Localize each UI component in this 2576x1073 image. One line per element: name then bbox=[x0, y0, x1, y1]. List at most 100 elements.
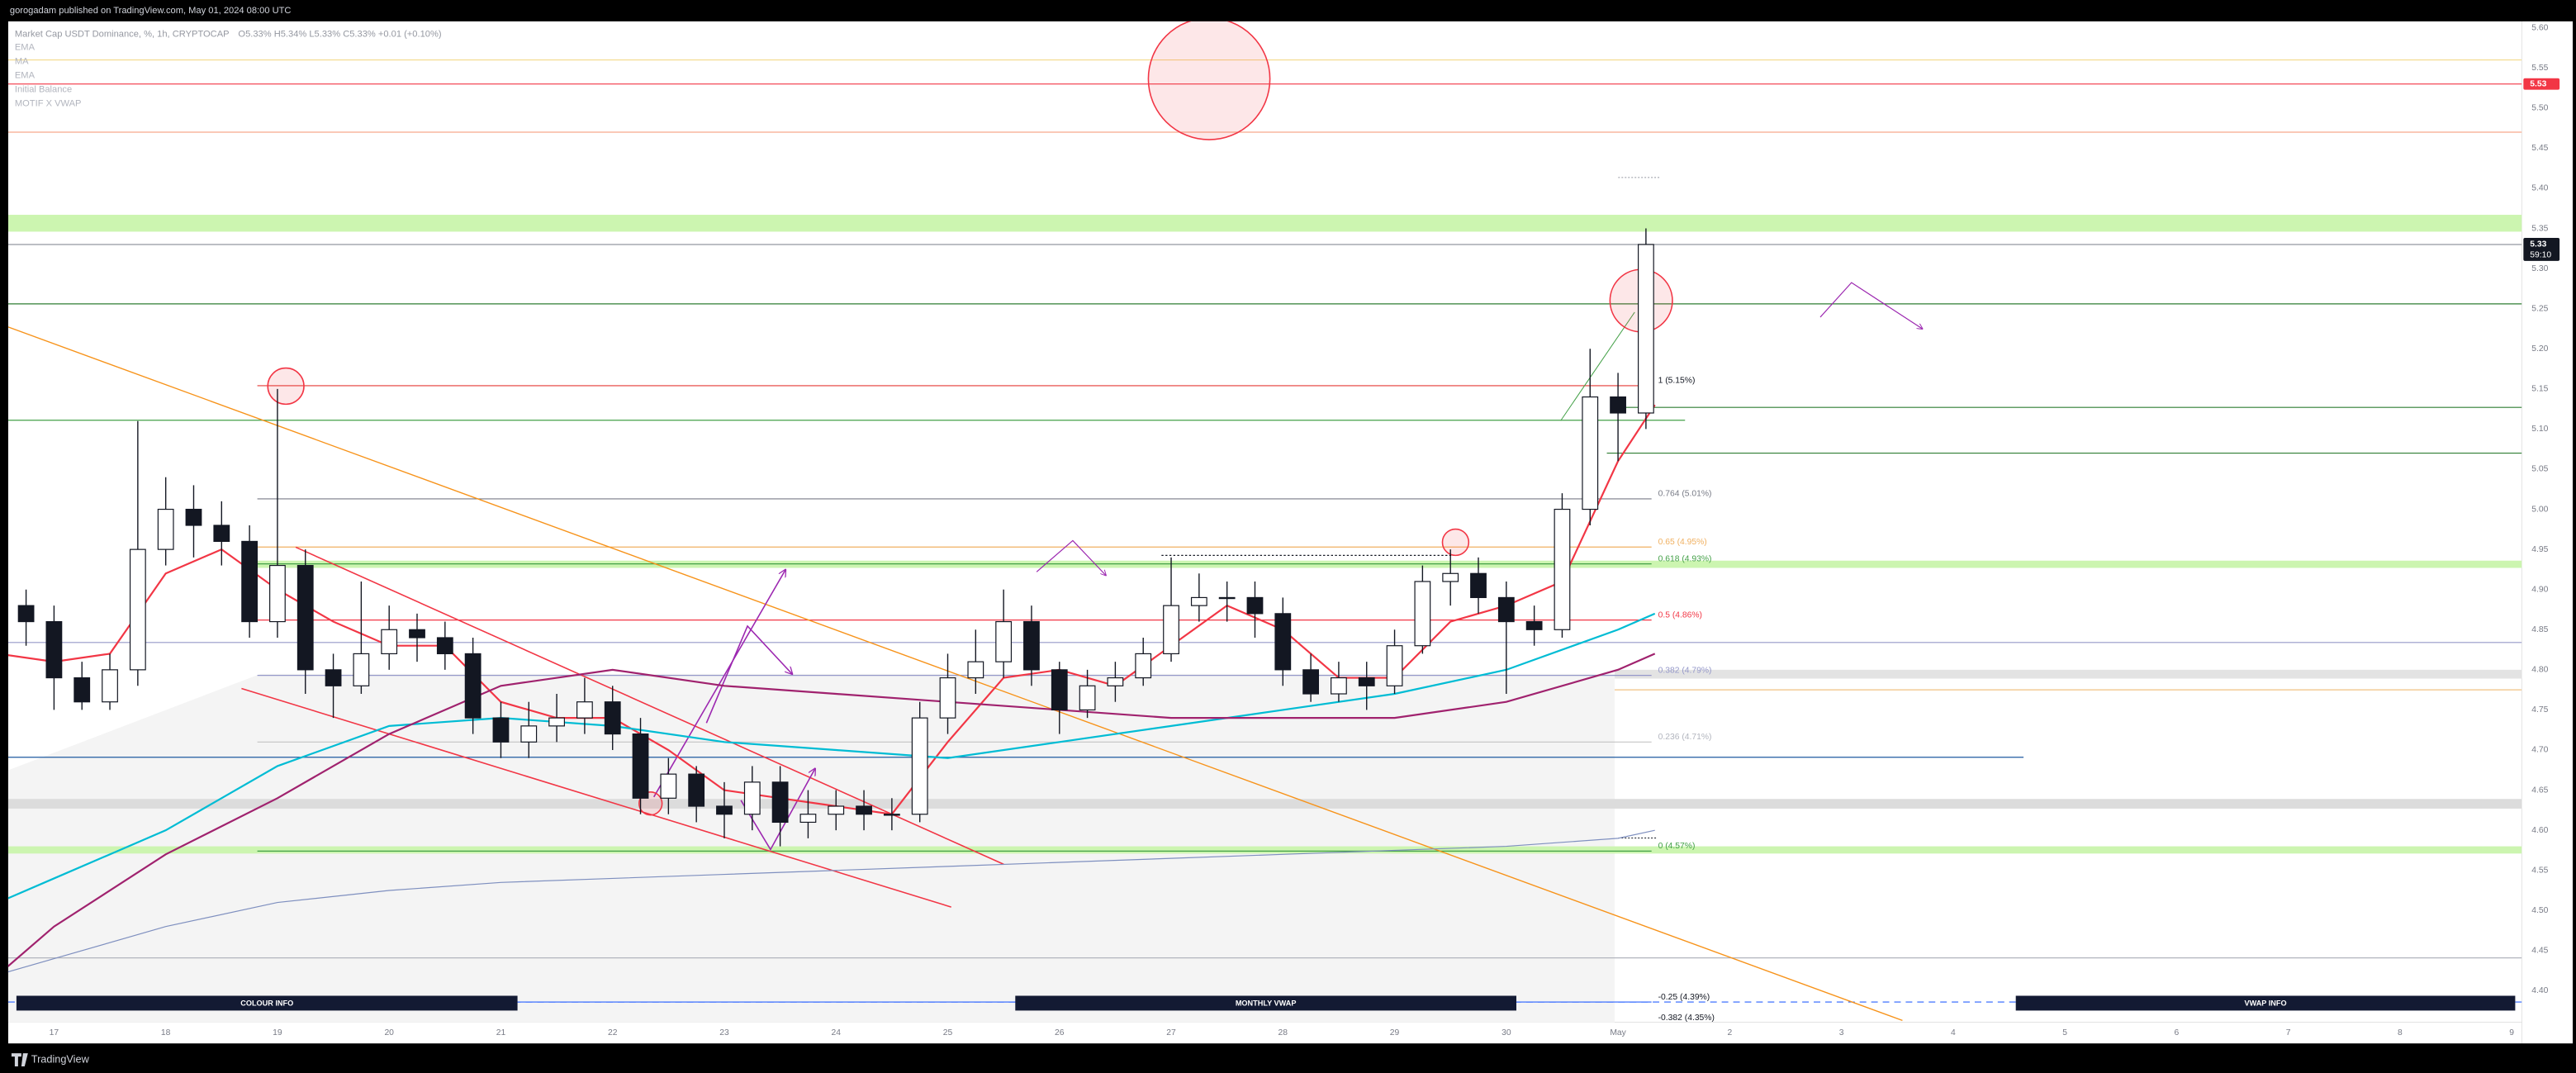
candle-body bbox=[995, 620, 1013, 662]
x-tick-label: 4 bbox=[1951, 1028, 1956, 1037]
zone bbox=[7, 846, 2522, 854]
x-tick-label: 28 bbox=[1279, 1028, 1288, 1037]
candle-body bbox=[492, 717, 510, 743]
y-tick-label: 5.45 bbox=[2531, 144, 2548, 153]
arrow bbox=[1036, 539, 1106, 575]
candle-body bbox=[1302, 669, 1320, 695]
candle-body bbox=[1107, 677, 1124, 686]
arrow bbox=[1819, 282, 1922, 329]
candle-body bbox=[1218, 596, 1236, 600]
fib-label: 0.382 (4.79%) bbox=[1658, 666, 1712, 675]
info-box-label: VWAP INFO bbox=[2244, 999, 2286, 1007]
info-box bbox=[16, 995, 518, 1011]
y-tick-label: 5.35 bbox=[2531, 224, 2548, 233]
arrow bbox=[740, 769, 815, 852]
legend-entry: EMA bbox=[15, 43, 36, 53]
candle-body bbox=[1554, 508, 1571, 630]
y-tick-label: 5.10 bbox=[2531, 425, 2548, 434]
candle-body bbox=[409, 629, 425, 639]
trend-line bbox=[1560, 311, 1635, 421]
y-tick-label: 5.55 bbox=[2531, 64, 2548, 73]
candle-body bbox=[1610, 396, 1626, 414]
ohlc: O5.33% H5.34% L5.33% C5.33% +0.01 (+0.10… bbox=[238, 30, 441, 40]
trend-line bbox=[7, 326, 1903, 1021]
y-tick-label: 4.65 bbox=[2531, 786, 2548, 795]
candle-body bbox=[241, 540, 259, 623]
info-box bbox=[1015, 995, 1516, 1011]
x-tick-label: 6 bbox=[2175, 1028, 2180, 1037]
candle-body bbox=[17, 605, 35, 623]
price-layer: 1 (5.15%) 0.764 (5.01%) 0.65 (4.95%) 0.618 … bbox=[7, 228, 1715, 1023]
candle-body bbox=[1497, 596, 1515, 623]
circle bbox=[1147, 21, 1271, 140]
header: gorogadam published on TradingView.com, … bbox=[10, 6, 292, 16]
info-box bbox=[2015, 995, 2516, 1011]
circle bbox=[267, 367, 305, 406]
candle-body bbox=[1414, 581, 1431, 647]
y-tick-label: 5.30 bbox=[2531, 264, 2548, 273]
fib-label: 1 (5.15%) bbox=[1658, 377, 1696, 386]
x-tick-label: 17 bbox=[50, 1028, 59, 1037]
fib-label: 0.618 (4.93%) bbox=[1658, 554, 1712, 563]
zone bbox=[7, 215, 2522, 232]
candle-body bbox=[660, 773, 677, 799]
y-tick-label: 5.25 bbox=[2531, 304, 2548, 313]
series-line bbox=[7, 612, 1656, 900]
candle-body bbox=[381, 629, 398, 655]
candle-body bbox=[939, 677, 956, 719]
y-tick-label: 4.40 bbox=[2531, 986, 2548, 995]
candle-body bbox=[1135, 653, 1152, 679]
x-tick-label: 5 bbox=[2062, 1028, 2067, 1037]
fib-label: -0.382 (4.35%) bbox=[1658, 1014, 1715, 1023]
x-tick-label: 2 bbox=[1727, 1028, 1732, 1037]
footer: TradingView bbox=[31, 1052, 90, 1065]
legend-entry: MA bbox=[15, 57, 29, 67]
fib-label: 0.236 (4.71%) bbox=[1658, 733, 1712, 742]
y-tick-label: 4.85 bbox=[2531, 625, 2548, 634]
x-tick-label: 30 bbox=[1501, 1028, 1511, 1037]
price-badge bbox=[2523, 78, 2560, 90]
candle-body bbox=[1331, 677, 1347, 695]
candle-body bbox=[157, 508, 174, 550]
price-badge-label: 5.53 bbox=[2530, 79, 2546, 88]
candle-body bbox=[1246, 596, 1264, 615]
candle-body bbox=[883, 814, 900, 816]
legend-entry: EMA bbox=[15, 70, 36, 80]
fib-label: 0.5 (4.86%) bbox=[1658, 610, 1702, 620]
logo bbox=[11, 1053, 28, 1067]
candle-body bbox=[1023, 620, 1040, 671]
circle bbox=[1441, 528, 1470, 557]
candle-body bbox=[325, 669, 342, 686]
candle-body bbox=[436, 637, 453, 655]
candle-body bbox=[129, 548, 146, 671]
legend-entry: Initial Balance bbox=[15, 84, 72, 94]
fib-label: -0.25 (4.39%) bbox=[1658, 993, 1710, 1002]
price-badge-label: 5.33 bbox=[2530, 240, 2546, 249]
price-axis bbox=[2521, 21, 2574, 1044]
x-tick-label: 9 bbox=[2509, 1028, 2514, 1037]
y-tick-label: 5.40 bbox=[2531, 184, 2548, 193]
x-tick-label: 7 bbox=[2286, 1028, 2291, 1037]
candle-body bbox=[102, 669, 118, 703]
y-tick-label: 4.80 bbox=[2531, 666, 2548, 675]
candle-body bbox=[828, 805, 845, 815]
y-tick-label: 4.70 bbox=[2531, 746, 2548, 755]
candle-body bbox=[269, 564, 286, 623]
candle-body bbox=[1163, 605, 1179, 655]
candle-body bbox=[1442, 572, 1459, 582]
candle-body bbox=[1525, 620, 1543, 630]
candle-body bbox=[1274, 613, 1292, 671]
candle-body bbox=[74, 677, 91, 703]
candle-body bbox=[185, 508, 202, 526]
legend-entry: MOTIF X VWAP bbox=[15, 98, 82, 108]
arrow bbox=[652, 570, 785, 798]
footer-logo: TradingView bbox=[11, 1052, 90, 1067]
candle-body bbox=[576, 701, 593, 719]
price-badge bbox=[2523, 238, 2560, 261]
candle-body bbox=[1638, 244, 1654, 414]
candle-body bbox=[743, 781, 761, 815]
fib-label: 0.764 (5.01%) bbox=[1658, 490, 1712, 499]
x-tick-label: 21 bbox=[496, 1028, 506, 1037]
x-tick-label: 3 bbox=[1839, 1028, 1844, 1037]
